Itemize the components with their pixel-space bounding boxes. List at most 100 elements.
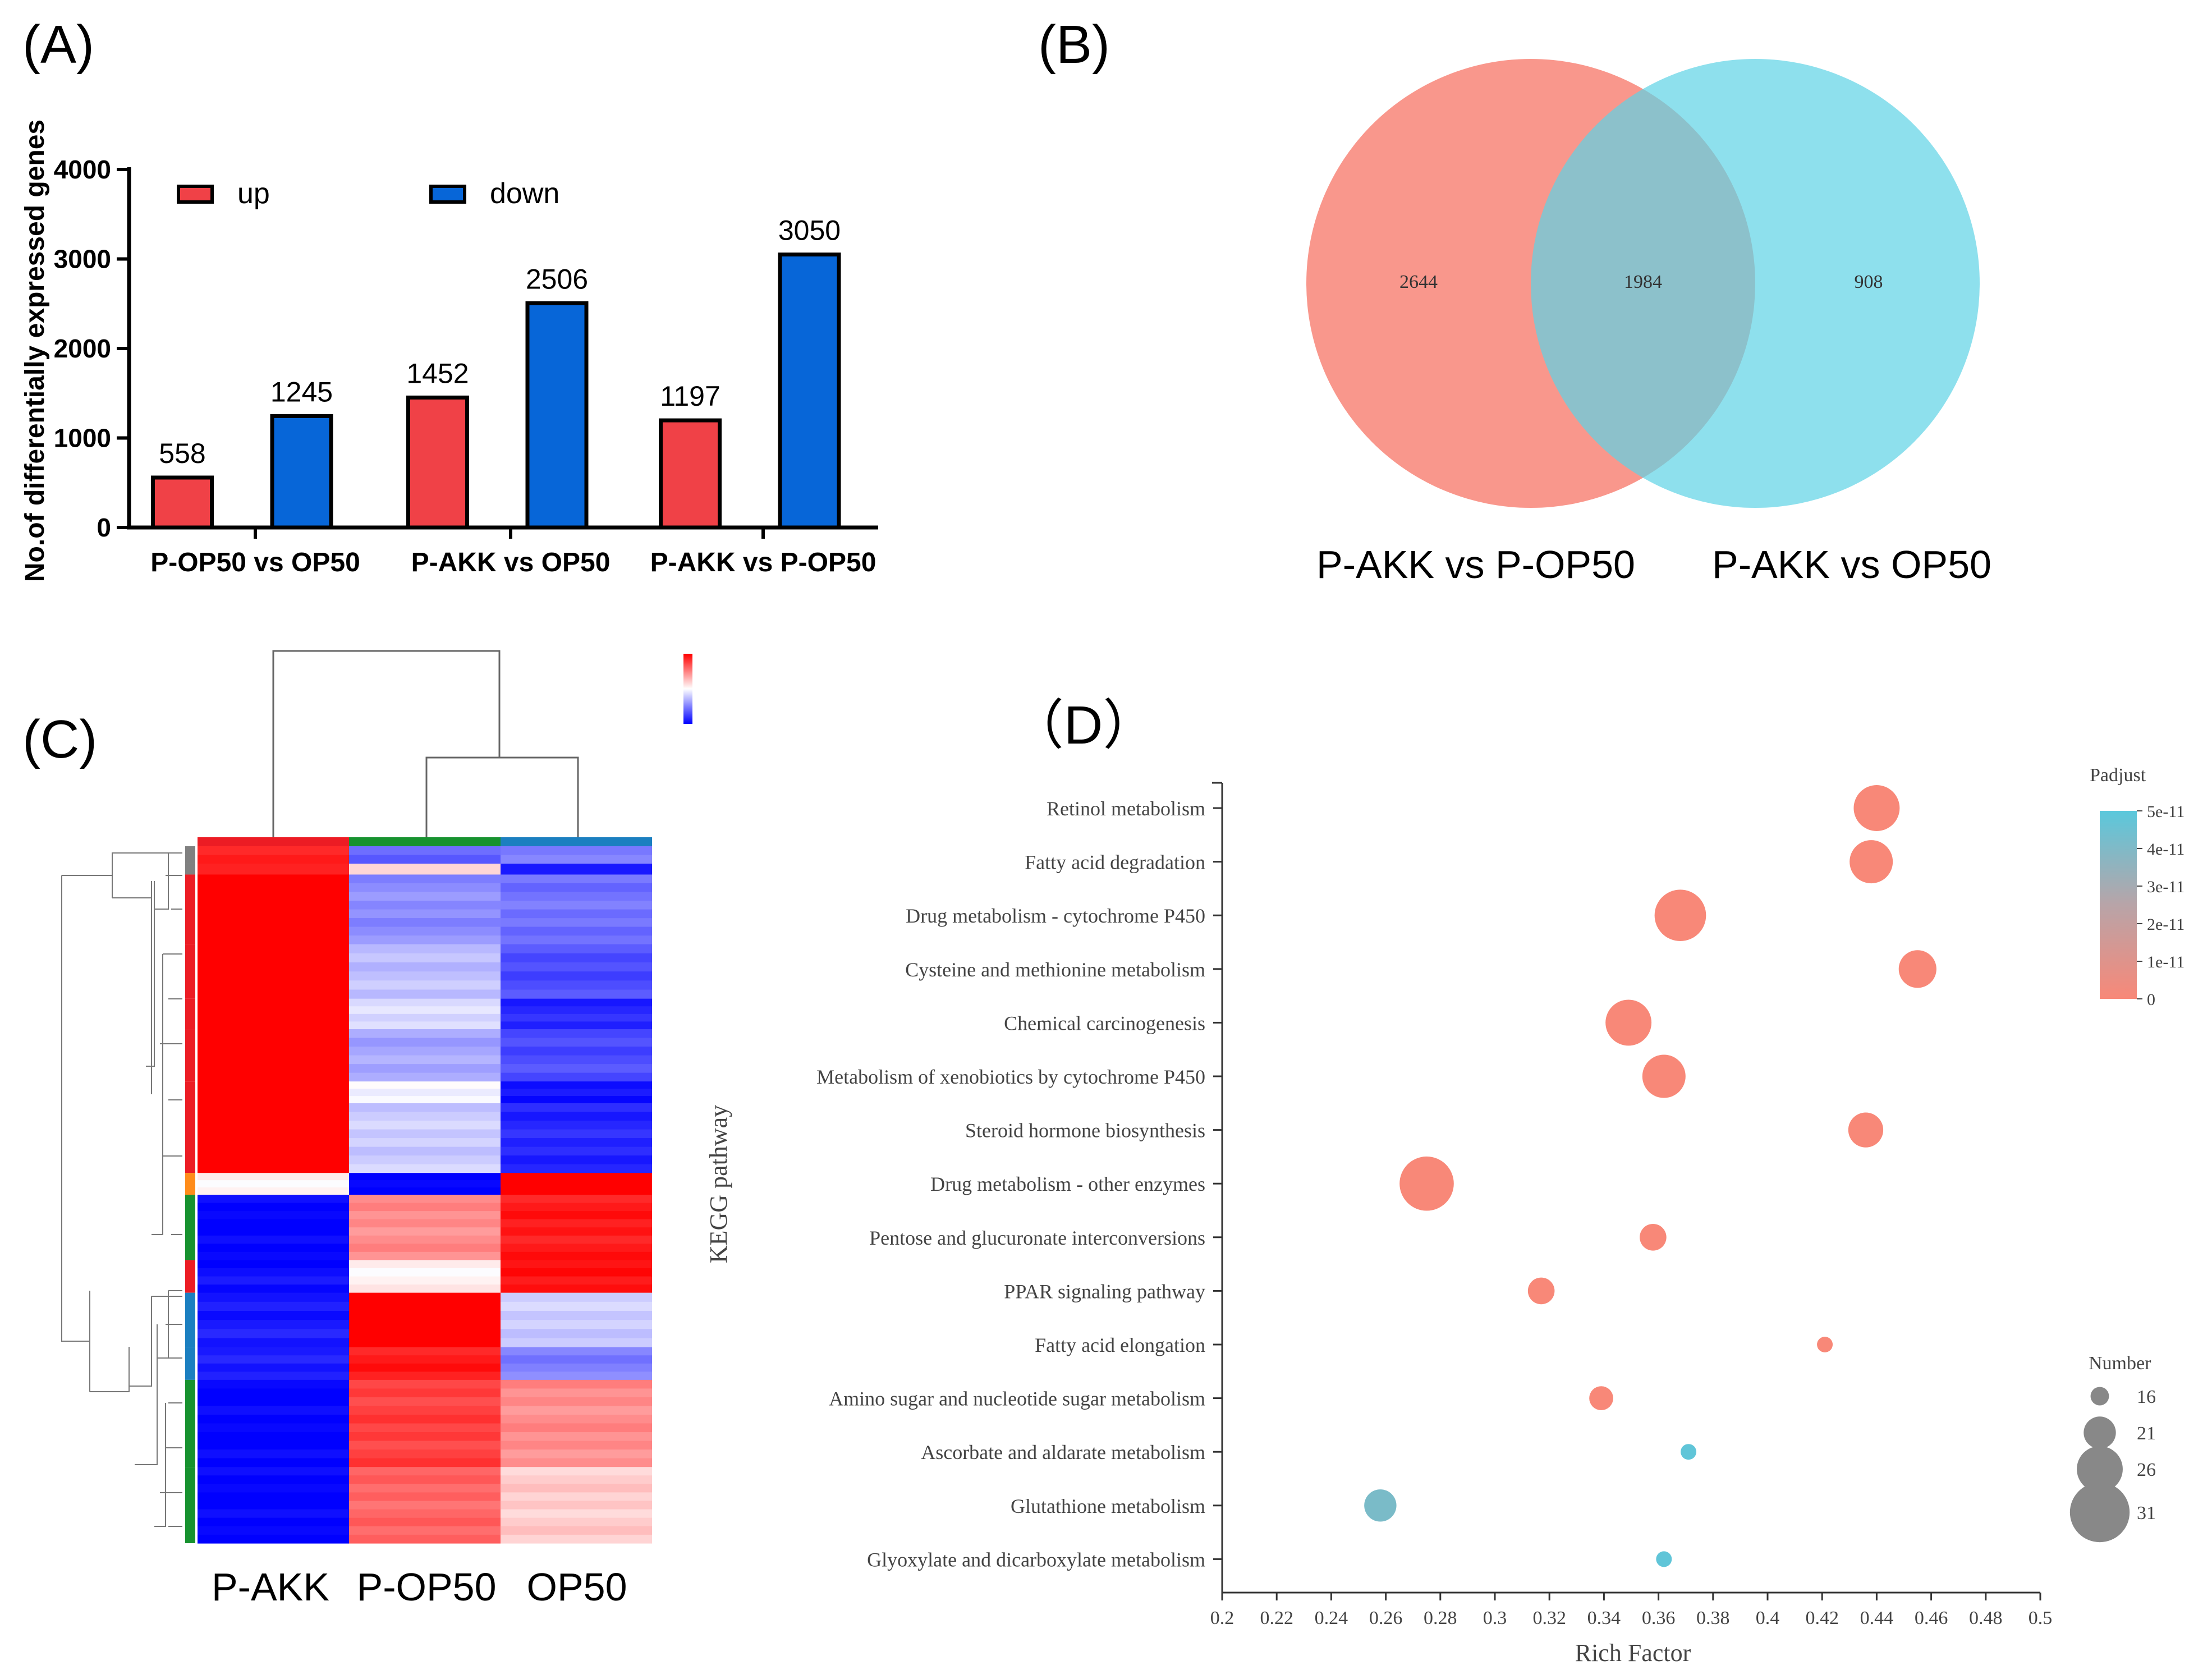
heatmap-cell bbox=[501, 1338, 652, 1348]
heatmap-cell bbox=[501, 918, 652, 928]
pathway-label: Metabolism of xenobiotics by cytochrome … bbox=[816, 1066, 1205, 1088]
heatmap-cell bbox=[501, 1397, 652, 1407]
bar-y-tick-label: 3000 bbox=[54, 245, 111, 274]
bubble-x-tick-label: 0.38 bbox=[1696, 1608, 1730, 1628]
heatmap-cell bbox=[198, 1484, 349, 1493]
panel-label-d: （D） bbox=[1010, 695, 1157, 755]
bar-group: 558 1245 1452 2506 1197 3050 bbox=[151, 215, 841, 530]
heatmap-cell bbox=[349, 901, 501, 910]
heatmap-cell bbox=[501, 846, 652, 856]
heatmap-cell bbox=[349, 1276, 501, 1285]
bubble-point bbox=[1364, 1489, 1397, 1522]
heatmap-cell bbox=[349, 980, 501, 990]
heatmap-cell bbox=[501, 1072, 652, 1082]
heatmap-cell bbox=[349, 1441, 501, 1450]
venn-overlap-count: 1984 bbox=[1624, 272, 1662, 292]
heatmap-cell bbox=[349, 1285, 501, 1293]
row-cluster-segment bbox=[185, 998, 195, 1030]
legend-label-up: up bbox=[237, 177, 270, 210]
heatmap-cell bbox=[501, 1534, 652, 1544]
heatmap-cell bbox=[349, 1244, 501, 1253]
bar-y-tick-label: 1000 bbox=[54, 424, 111, 453]
bubble-point bbox=[1853, 785, 1900, 831]
heatmap-cell bbox=[349, 1458, 501, 1467]
bar-up bbox=[406, 395, 469, 530]
row-cluster-segment bbox=[185, 1195, 195, 1260]
row-cluster-segment bbox=[185, 944, 195, 999]
heatmap-cell bbox=[501, 1244, 652, 1253]
pathway-label: Fatty acid elongation bbox=[1035, 1334, 1205, 1356]
heatmap-cell bbox=[198, 980, 349, 990]
heatmap-cell bbox=[198, 1449, 349, 1459]
pathway-label: Chemical carcinogenesis bbox=[1004, 1012, 1205, 1034]
heatmap-cell bbox=[198, 1501, 349, 1510]
padjust-tick-label: 2e-11 bbox=[2147, 915, 2185, 934]
heatmap-cell bbox=[198, 1006, 349, 1015]
heatmap-cell bbox=[349, 1195, 501, 1204]
heatmap-cell bbox=[501, 1155, 652, 1165]
bubble-axes: 0.2 0.22 0.24 0.26 0.28 0.3 0.32 0.34 0.36 0.38 0.… bbox=[1210, 782, 2052, 1628]
row-cluster-strip bbox=[185, 846, 195, 1543]
heatmap-cell bbox=[349, 1329, 501, 1339]
heatmap-cells bbox=[198, 846, 652, 1544]
bubble-x-tick-label: 0.48 bbox=[1969, 1608, 2003, 1628]
heatmap-cell bbox=[501, 1320, 652, 1329]
heatmap-cell bbox=[501, 1484, 652, 1493]
heatmap-cell bbox=[501, 909, 652, 919]
heatmap-cell bbox=[501, 1415, 652, 1424]
heatmap-cell bbox=[198, 971, 349, 981]
dendrogram-branch bbox=[90, 1347, 130, 1392]
heatmap-cell bbox=[349, 1235, 501, 1244]
row-dendrogram bbox=[61, 852, 182, 1527]
heatmap-cell bbox=[198, 1526, 349, 1535]
heatmap-cell bbox=[198, 855, 349, 864]
heatmap-cell bbox=[501, 1379, 652, 1389]
heatmap-cell bbox=[198, 1038, 349, 1047]
heatmap-cell bbox=[501, 998, 652, 1007]
heatmap-cell bbox=[349, 1219, 501, 1228]
heatmap-cell bbox=[198, 1379, 349, 1389]
heatmap-cell bbox=[198, 1146, 349, 1156]
heatmap-cell bbox=[349, 1301, 501, 1311]
row-cluster-segment bbox=[185, 1347, 195, 1380]
heatmap-cell bbox=[198, 926, 349, 936]
heatmap-cell bbox=[349, 1038, 501, 1047]
bar-up bbox=[151, 475, 214, 530]
heatmap-column-labels: P-AKK P-OP50 OP50 bbox=[212, 1565, 627, 1609]
pathway-label: Retinol metabolism bbox=[1047, 797, 1205, 820]
padjust-gradient-bar bbox=[2100, 811, 2137, 999]
heatmap-cell bbox=[349, 1173, 501, 1181]
bubble-chart: 0.2 0.22 0.24 0.26 0.28 0.3 0.32 0.34 0.36 0.38 0.… bbox=[705, 765, 2185, 1667]
heatmap-cell bbox=[501, 901, 652, 910]
dendrogram-branch bbox=[154, 1403, 166, 1527]
heatmap-cell bbox=[349, 1047, 501, 1056]
bubble-point bbox=[1850, 840, 1893, 884]
heatmap-cell bbox=[198, 1320, 349, 1329]
pathway-label: Glyoxylate and dicarboxylate metabolism bbox=[867, 1548, 1205, 1571]
heatmap-cell bbox=[349, 1292, 501, 1302]
row-cluster-segment bbox=[185, 846, 195, 864]
heatmap-cell bbox=[198, 1064, 349, 1074]
heatmap-cell bbox=[349, 998, 501, 1007]
bubble-point bbox=[1817, 1337, 1833, 1352]
heatmap-cell bbox=[198, 1406, 349, 1415]
heatmap-cell bbox=[198, 864, 349, 875]
heatmap-cell bbox=[501, 989, 652, 999]
heatmap-cell bbox=[198, 1173, 349, 1181]
bubble-point bbox=[1681, 1444, 1697, 1460]
heatmap-cell bbox=[198, 1047, 349, 1056]
number-legend-circle bbox=[2069, 1482, 2130, 1543]
heatmap-cell bbox=[349, 1081, 501, 1089]
heatmap-cell bbox=[349, 874, 501, 884]
heatmap-cell bbox=[198, 1251, 349, 1261]
heatmap-cell bbox=[198, 1509, 349, 1519]
heatmap-cell bbox=[349, 953, 501, 963]
panel-label-c: (C) bbox=[22, 709, 97, 769]
bar-down bbox=[525, 301, 589, 530]
heatmap: P-AKK P-OP50 OP50 bbox=[61, 650, 692, 1609]
heatmap-cell bbox=[349, 1355, 501, 1364]
bubble-x-tick-label: 0.28 bbox=[1424, 1608, 1457, 1628]
heatmap-cell bbox=[349, 1338, 501, 1348]
heatmap-cell bbox=[198, 1180, 349, 1188]
pathway-label: Steroid hormone biosynthesis bbox=[965, 1120, 1205, 1142]
